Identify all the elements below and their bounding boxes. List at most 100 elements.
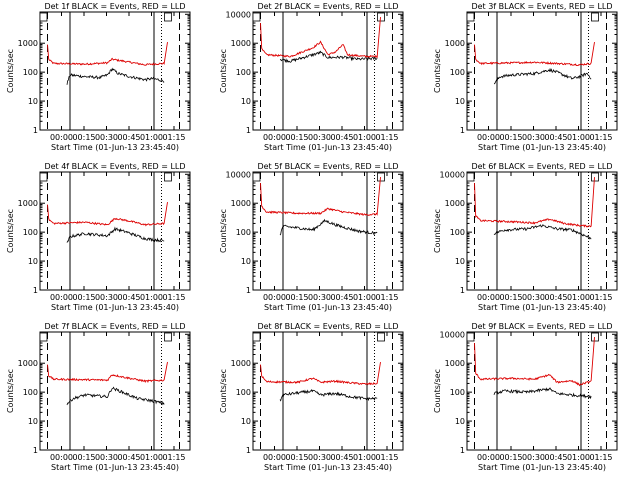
- x-tick-label: 00:30: [95, 453, 118, 462]
- x-tick-label: 00:45: [544, 133, 567, 142]
- y-tick-label: 10000: [440, 330, 465, 339]
- x-tick-label: 01:00: [567, 293, 590, 302]
- black-events-series: [493, 67, 592, 85]
- x-tick-label: 00:00: [263, 293, 286, 302]
- x-tick-label: 00:30: [308, 453, 331, 462]
- x-axis-label: Start Time (01-Jun-13 23:45:40): [51, 463, 179, 472]
- x-tick-label: 00:15: [285, 133, 308, 142]
- x-tick-label: 00:00: [477, 293, 500, 302]
- x-tick-label: 00:15: [499, 453, 522, 462]
- x-tick-label: 00:30: [308, 133, 331, 142]
- x-axis-label: Start Time (01-Jun-13 23:45:40): [264, 143, 392, 152]
- x-tick-label: 00:45: [117, 293, 140, 302]
- panel-title: Det 4f BLACK = Events, RED = LLD: [44, 162, 185, 171]
- red-lld-series: [260, 17, 381, 59]
- x-tick-label: 00:15: [72, 293, 95, 302]
- y-tick-label: 10000: [226, 170, 251, 179]
- x-axis-label: Start Time (01-Jun-13 23:45:40): [478, 143, 606, 152]
- y-tick-label: 10: [241, 417, 251, 426]
- x-tick-label: 00:00: [50, 453, 73, 462]
- x-tick-label: 01:00: [140, 453, 163, 462]
- x-tick-label: 00:30: [95, 293, 118, 302]
- end-marker-box: [377, 172, 385, 182]
- y-tick-label: 1000: [445, 199, 465, 208]
- end-marker-box: [164, 332, 172, 342]
- y-tick-label: 1000: [18, 359, 38, 368]
- y-tick-label: 1: [460, 126, 465, 135]
- detector-panel-3: Det 3f BLACK = Events, RED = LLD 1 10 100 10…: [433, 2, 618, 152]
- start-marker-box: [252, 12, 261, 22]
- end-marker-box: [164, 12, 172, 22]
- end-marker-box: [591, 332, 599, 342]
- start-marker-box: [252, 332, 261, 342]
- x-tick-label: 01:00: [567, 453, 590, 462]
- black-events-series: [493, 387, 592, 400]
- y-tick-label: 100: [236, 228, 251, 237]
- end-marker-box: [591, 12, 599, 22]
- y-tick-label: 1: [33, 446, 38, 455]
- y-axis-label: Counts/sec: [433, 209, 442, 253]
- start-marker-box: [39, 172, 48, 182]
- y-tick-label: 10: [241, 97, 251, 106]
- x-tick-label: 00:30: [522, 133, 545, 142]
- x-tick-label: 01:15: [375, 133, 398, 142]
- x-tick-label: 01:00: [567, 133, 590, 142]
- detector-panel-2: Det 2f BLACK = Events, RED = LLD 1 10 100 10…: [219, 2, 404, 152]
- y-tick-label: 1000: [445, 359, 465, 368]
- x-axis-label: Start Time (01-Jun-13 23:45:40): [51, 303, 179, 312]
- panel-title: Det 5f BLACK = Events, RED = LLD: [257, 162, 398, 171]
- x-tick-label: 00:00: [263, 133, 286, 142]
- x-tick-label: 01:00: [353, 133, 376, 142]
- y-tick-label: 100: [450, 228, 465, 237]
- x-tick-label: 01:00: [140, 133, 163, 142]
- y-tick-label: 10: [28, 97, 38, 106]
- x-tick-label: 00:45: [330, 453, 353, 462]
- start-marker-box: [466, 332, 475, 342]
- plot-frame: [466, 171, 618, 291]
- plot-frame: [252, 331, 404, 451]
- panel-title: Det 3f BLACK = Events, RED = LLD: [471, 2, 612, 11]
- x-tick-label: 01:00: [353, 453, 376, 462]
- y-tick-label: 1: [33, 286, 38, 295]
- panel-title: Det 2f BLACK = Events, RED = LLD: [257, 2, 398, 11]
- red-lld-series: [474, 41, 595, 66]
- x-tick-label: 01:15: [162, 453, 185, 462]
- detector-panel-6: Det 6f BLACK = Events, RED = LLD 1 10 100 10…: [433, 162, 618, 312]
- plot-frame: [252, 11, 404, 131]
- y-axis-label: Counts/sec: [433, 49, 442, 93]
- red-lld-series: [474, 337, 595, 387]
- x-tick-label: 01:15: [589, 453, 612, 462]
- x-tick-label: 01:15: [162, 133, 185, 142]
- x-tick-label: 00:30: [522, 293, 545, 302]
- x-axis-label: Start Time (01-Jun-13 23:45:40): [478, 303, 606, 312]
- red-lld-series: [47, 41, 168, 66]
- x-tick-label: 00:45: [544, 293, 567, 302]
- x-tick-label: 00:15: [285, 453, 308, 462]
- x-tick-label: 00:45: [117, 133, 140, 142]
- start-marker-box: [466, 172, 475, 182]
- plot-frame: [252, 171, 404, 291]
- y-tick-label: 100: [236, 68, 251, 77]
- x-tick-label: 00:45: [544, 453, 567, 462]
- black-events-series: [66, 386, 165, 406]
- x-tick-label: 01:15: [162, 293, 185, 302]
- y-tick-label: 10: [455, 257, 465, 266]
- x-axis-label: Start Time (01-Jun-13 23:45:40): [264, 463, 392, 472]
- y-tick-label: 10000: [440, 170, 465, 179]
- y-tick-label: 1000: [18, 199, 38, 208]
- y-tick-label: 1: [460, 446, 465, 455]
- detector-panel-5: Det 5f BLACK = Events, RED = LLD 1 10 100 10…: [219, 162, 404, 312]
- plot-frame: [39, 331, 191, 451]
- plot-frame: [466, 331, 618, 451]
- x-axis-label: Start Time (01-Jun-13 23:45:40): [51, 143, 179, 152]
- x-tick-label: 00:30: [95, 133, 118, 142]
- x-tick-label: 00:45: [117, 453, 140, 462]
- x-tick-label: 00:45: [330, 133, 353, 142]
- y-tick-label: 10: [241, 257, 251, 266]
- y-axis-label: Counts/sec: [219, 49, 228, 93]
- y-tick-label: 1: [460, 286, 465, 295]
- black-events-series: [66, 226, 165, 243]
- y-tick-label: 1: [246, 286, 251, 295]
- y-tick-label: 1000: [445, 39, 465, 48]
